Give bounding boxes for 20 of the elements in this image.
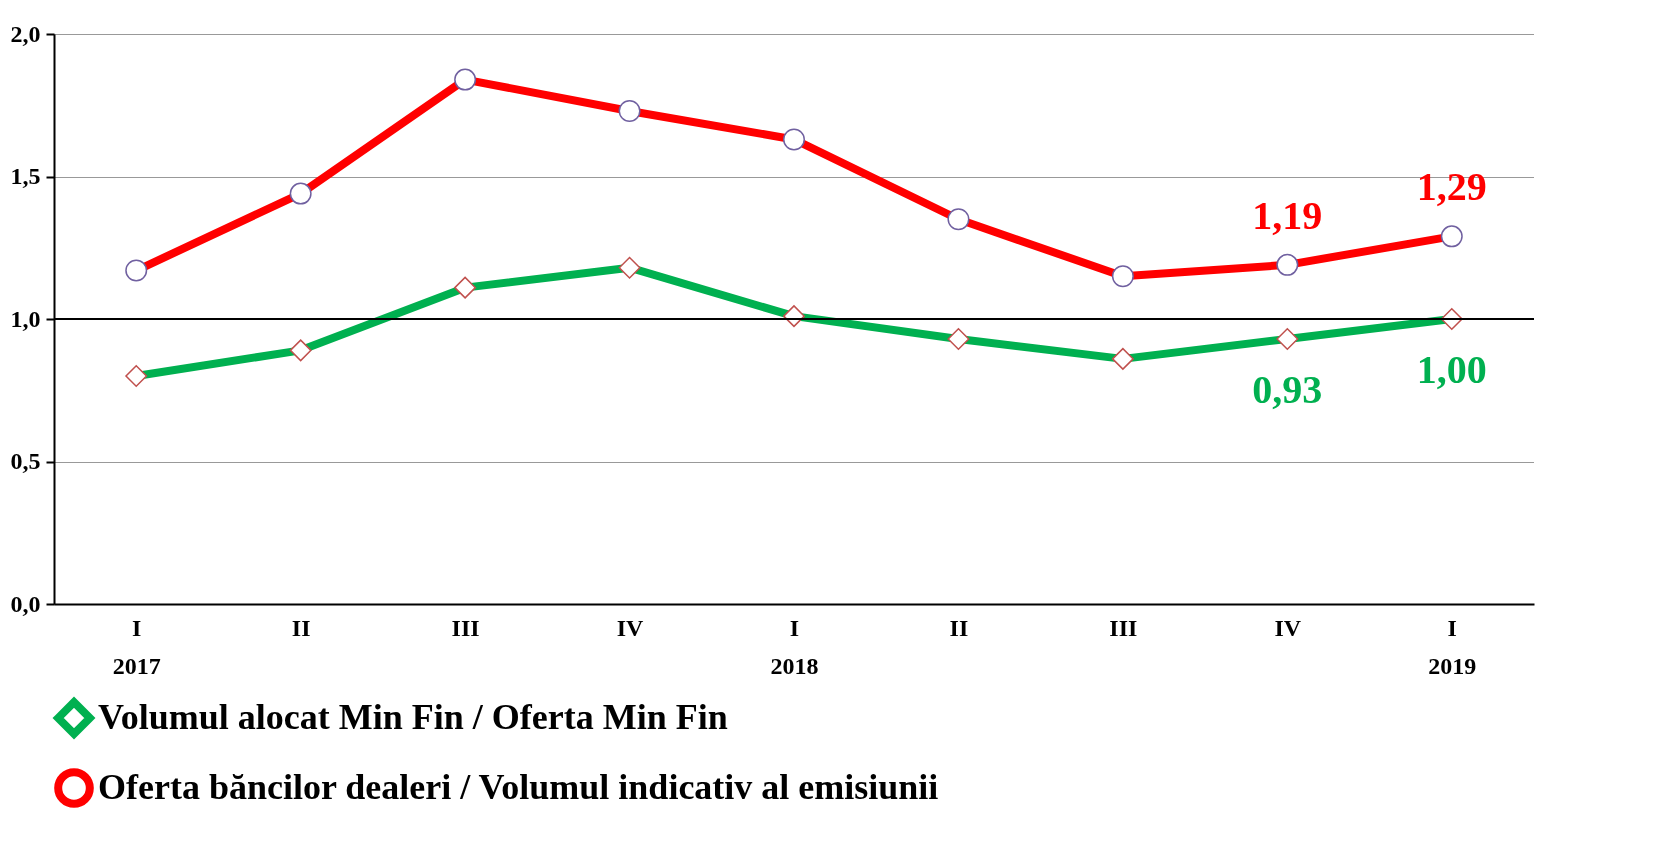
x-tick-label: III: [451, 614, 480, 641]
legend-label: Oferta băncilor dealeri / Volumul indicativ al emisiunii: [98, 767, 939, 807]
data-label: 0,93: [1252, 366, 1323, 412]
data-label: 1,19: [1252, 192, 1323, 238]
x-tick-label: IV: [616, 614, 645, 641]
x-tick-label: III: [1109, 614, 1138, 641]
x-tick-label: I 2018: [770, 614, 819, 679]
x-tick-label: II: [949, 614, 969, 641]
legend-label: Volumul alocat Min Fin / Oferta Min Fin: [98, 697, 728, 737]
x-tick-label: IV: [1274, 614, 1302, 641]
data-label: 1,00: [1416, 347, 1487, 392]
y-tick-label: 0,0: [10, 590, 41, 617]
x-tick-label: I 2019: [1428, 614, 1477, 679]
x-tick-label: I 2017: [112, 614, 161, 679]
y-tick-label: 1,5: [10, 163, 41, 189]
x-tick-label: II: [291, 614, 311, 641]
y-tick-label: 0,5: [10, 448, 41, 474]
data-label: 1,29: [1416, 164, 1487, 210]
y-tick-label: 1,0: [10, 305, 41, 332]
y-tick-label: 2,0: [10, 20, 41, 47]
